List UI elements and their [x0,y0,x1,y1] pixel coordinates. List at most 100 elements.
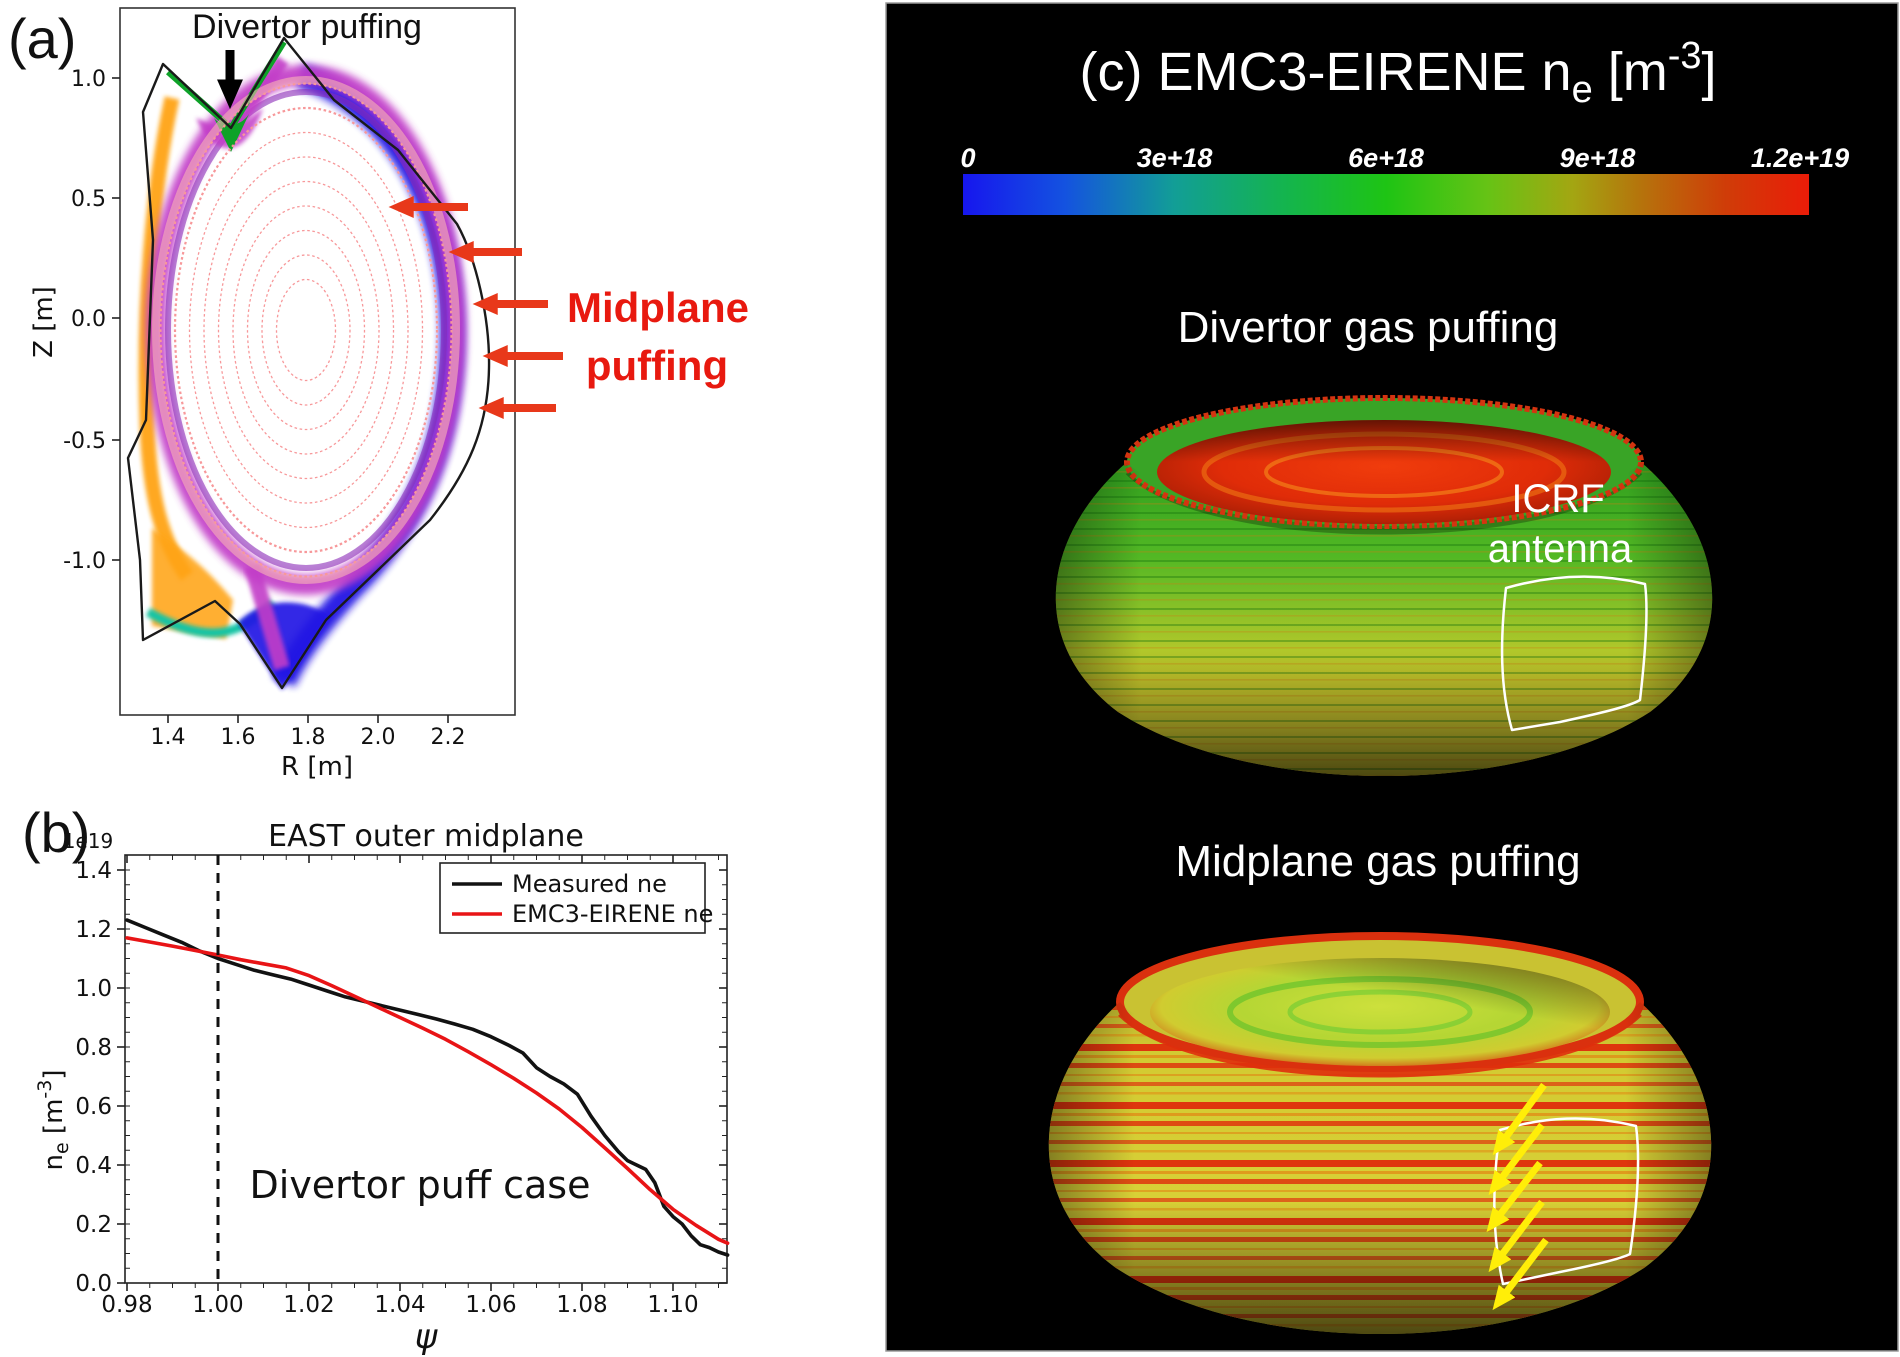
core-flux-surface [173,106,439,554]
panel-b-x-tick-label: 1.08 [556,1292,607,1318]
panel-b-xlabel: ψ [415,1317,438,1357]
panel-a-axes-frame [119,7,516,716]
colorbar-tick-label: 6e+18 [1348,143,1424,173]
panel-b-ticks: 0.98 1.00 1.02 1.04 1.06 1.08 1.10 0.0 0.2 0.4 0.6… [75,855,727,1318]
midplane-puffing-label-line2: puffing [586,342,728,389]
midplane-puffing-label-line1: Midplane [567,284,749,331]
panel-b-title: EAST outer midplane [268,819,584,854]
panel-a-y-tick-label: 0.5 [71,187,106,212]
panel-a-x-tick-label: 2.0 [361,725,396,750]
torus2-title: Midplane gas puffing [1175,837,1580,886]
panel-b-curves [125,918,730,1257]
panel-c-title-mid: [m [1593,42,1668,102]
panel-a-x-tick-label: 1.4 [151,725,186,750]
panel-b-x-tick-label: 1.10 [647,1292,698,1318]
panel-a-y-tick-label: 1.0 [71,67,106,92]
panel-b-y-tick-label: 0.4 [75,1153,112,1179]
core-flux-surface [159,82,453,578]
panel-a-label: (a) [8,7,76,70]
icrf-antenna-outline-torus1 [1500,575,1648,732]
panel-b-y-tick-label: 1.2 [75,917,112,943]
core-flux-surface [217,180,395,480]
core-flux-surface [188,131,424,529]
core-flux-surface [261,254,351,406]
colorbar-tick-label: 9e+18 [1560,143,1636,173]
torus2-bottom-shading [1048,1002,1712,1334]
panel-b-y-tick-label: 1.4 [75,858,112,884]
gas-arrow [1486,1160,1543,1233]
midplane-gas-arrows [1486,1082,1549,1311]
legend-label-measured: Measured ne [512,870,667,898]
panel-a-y-tick-label: 0.0 [71,307,106,332]
upper-green-fan [214,114,249,152]
panel-a-x-tick-label: 2.2 [431,725,466,750]
core-flux-surfaces [159,82,453,578]
panel-a-x-tick-label: 1.6 [221,725,256,750]
panel-a-cross-section: 1.4 1.6 1.8 2.0 2.21.00.50.0-0.5-1.0 (a [8,7,749,782]
panel-b-y-tick-label: 1.0 [75,976,112,1002]
panel-a-title: Divertor puffing [192,8,422,46]
torus2-bowl-shading [1150,958,1610,1066]
torus1-bowl-shading [1157,420,1611,524]
colorbar-tick-labels: 0 3e+18 6e+18 9e+18 1.2e+19 [960,143,1849,173]
core-flux-surface [246,229,366,431]
panel-c-3d-density: (c) EMC3-EIRENE ne [m-3] 0 3e+18 6e+18 9e+1… [885,2,1899,1352]
ylabel-superscript: -3 [34,1080,56,1099]
divertor-puff-case-annotation: Divertor puff case [250,1163,591,1207]
legend-box [439,862,706,934]
ylabel-mid: [m [39,1099,69,1143]
panel-b-label: (b) [22,801,90,864]
torus-midplane-puffing [1048,932,1712,1334]
panel-b-x-tick-label: 0.98 [101,1292,152,1318]
panel-b-ylabel: ne [m-3] [34,1069,73,1170]
panel-c-title-end: ] [1702,42,1717,102]
panel-a-y-tick-label: -0.5 [63,429,106,454]
colorbar [963,174,1809,215]
panel-b-y-tick-label: 0.6 [75,1094,112,1120]
sol-lower-leg [244,563,290,671]
gas-arrow [1488,1122,1545,1196]
legend: Measured ne EMC3-EIRENE ne [439,862,713,934]
plasma-cross-section [138,40,466,690]
gas-arrow [1492,1082,1547,1156]
core-flux-surface [232,205,380,455]
panel-b-y-tick-label: 0.2 [75,1212,112,1238]
panel-c-title-superscript: -3 [1668,35,1702,77]
core-flux-surface [275,278,337,382]
torus1-bottom-shading [1055,462,1713,776]
colorbar-tick-label: 3e+18 [1137,143,1213,173]
panel-a-x-tick-label: 1.8 [291,725,326,750]
panel-b-x-tick-label: 1.00 [192,1292,243,1318]
midplane-puff-arrows [388,196,563,419]
icrf-label-line2: antenna [1488,527,1633,571]
colorbar-tick-label: 0 [960,143,975,173]
gas-arrow [1492,1237,1549,1311]
emc3-eirene-ne-curve [125,936,730,1245]
ylabel-end: ] [39,1069,69,1079]
measured-ne-curve [125,918,730,1257]
core-glow [152,76,460,584]
panel-c-title: (c) EMC3-EIRENE ne [m-3] [1079,35,1716,111]
legend-label-emc3: EMC3-EIRENE ne [512,900,713,928]
panel-b-x-tick-label: 1.06 [465,1292,516,1318]
torus-divertor-puffing [1055,395,1713,776]
colorbar-tick-label: 1.2e+19 [1751,143,1849,173]
panel-b-midplane-profile: 0.98 1.00 1.02 1.04 1.06 1.08 1.10 0.0 0.2 0.4 0.6… [22,801,730,1357]
torus1-title: Divertor gas puffing [1178,303,1559,352]
icrf-label-line1: ICRF [1511,477,1604,521]
panel-c-title-main: (c) EMC3-EIRENE n [1079,42,1571,102]
panel-a-ylabel: Z [m] [29,286,59,358]
ylabel-subscript: e [51,1142,73,1154]
panel-c-title-subscript: e [1572,69,1593,111]
panel-b-y-tick-label: 0.8 [75,1035,112,1061]
panel-b-y-tick-label: 0.0 [75,1271,112,1297]
panel-b-x-tick-label: 1.04 [374,1292,425,1318]
panel-a-y-tick-label: -1.0 [63,549,106,574]
panel-a-ticks: 1.4 1.6 1.8 2.0 2.2 1.0 0.5 0.0 -0.5 -1.0 [63,67,465,750]
lower-left-orange-fan [152,528,233,639]
sol-purple-ring [165,89,447,571]
panel-a-xlabel: R [m] [281,752,353,782]
core-flux-surface [203,156,409,504]
panel-b-x-tick-label: 1.02 [283,1292,334,1318]
